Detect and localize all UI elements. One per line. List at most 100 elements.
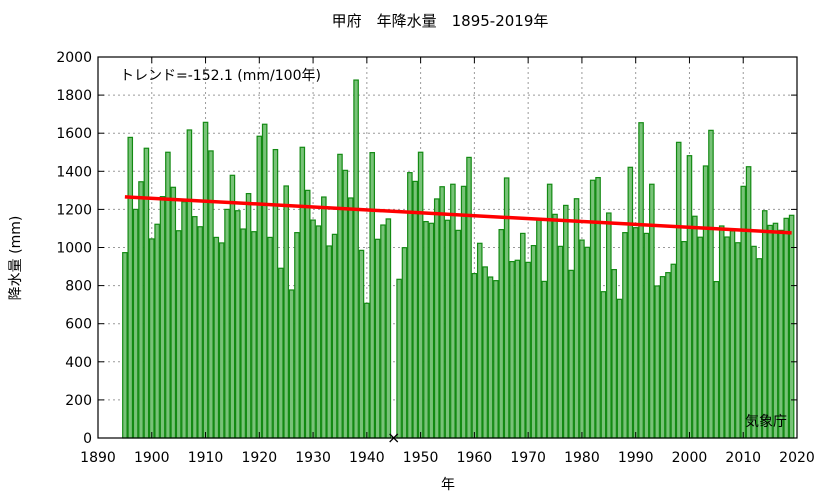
bar-1969: [519, 232, 526, 439]
bar-2018: [783, 217, 790, 439]
bar-1918: [245, 192, 252, 439]
bar-1917: [240, 228, 246, 439]
bar-1995: [659, 276, 666, 439]
bar-1964: [493, 280, 499, 439]
bar-1928: [299, 146, 306, 439]
bar-1988: [622, 232, 628, 439]
y-tick-label: 0: [83, 431, 92, 447]
bar-1930: [310, 219, 316, 439]
x-tick-label: 1950: [403, 450, 439, 466]
y-tick-label: 400: [65, 355, 92, 371]
x-tick-label: 1990: [618, 450, 654, 466]
bar-2016: [772, 222, 779, 439]
bar-1993: [649, 183, 655, 439]
bar-1975: [552, 213, 558, 439]
bar-1927: [294, 232, 300, 439]
bar-1947: [401, 247, 408, 439]
trend-line: [124, 195, 792, 235]
bar-1973: [541, 280, 548, 439]
y-axis-label: 降水量 (mm): [8, 216, 24, 301]
bar-1913: [218, 242, 225, 439]
y-tick-label: 1000: [56, 241, 92, 257]
bar-1915: [229, 174, 236, 439]
bar-1976: [557, 245, 564, 439]
bar-1942: [374, 238, 381, 439]
bar-1974: [546, 183, 553, 439]
plot-frame: [97, 56, 798, 439]
bar-1911: [208, 150, 214, 439]
bar-1949: [412, 180, 419, 439]
bar-2001: [692, 215, 698, 439]
bar-1939: [358, 249, 365, 439]
bar-1923: [272, 148, 279, 439]
x-tick-label: 1930: [295, 450, 331, 466]
bar-1907: [186, 129, 193, 439]
bar-1902: [159, 196, 166, 439]
bar-1914: [224, 208, 230, 439]
bar-1972: [536, 217, 542, 439]
bar-1960: [471, 272, 478, 439]
bar-1950: [417, 151, 424, 439]
bar-1965: [498, 228, 505, 439]
bar-1903: [165, 151, 171, 439]
bar-1982: [589, 179, 596, 439]
bar-1924: [278, 267, 284, 439]
x-tick-label: 1980: [564, 450, 600, 466]
x-tick-label: 1890: [80, 450, 116, 466]
bar-2019: [788, 214, 795, 439]
y-tick-label: 800: [65, 279, 92, 295]
bar-2017: [778, 229, 784, 439]
bar-1986: [611, 268, 617, 439]
bar-2012: [751, 245, 757, 439]
bar-1919: [251, 231, 257, 439]
bar-2003: [702, 165, 709, 439]
bar-1968: [514, 259, 521, 439]
bar-1921: [261, 123, 268, 439]
y-tick-label: 1400: [56, 164, 92, 180]
bar-1979: [573, 198, 580, 439]
bar-1967: [509, 260, 515, 439]
bar-1951: [423, 220, 429, 439]
bar-1970: [525, 261, 531, 439]
axis-ticks: 0 200 400 600 800 1000 1200 1400 1600 1800 2000 189…: [56, 50, 814, 466]
x-tick-label: 1970: [510, 450, 546, 466]
bar-1962: [482, 266, 488, 439]
bar-1946: [396, 278, 402, 439]
trend-annotation: トレンド=-152.1 (mm/100年): [120, 68, 321, 84]
bar-1905: [175, 230, 182, 439]
bar-2000: [686, 155, 693, 439]
bar-1994: [654, 285, 660, 439]
bar-1925: [283, 185, 289, 439]
bar-2011: [745, 166, 752, 439]
bar-1961: [476, 242, 483, 439]
bar-1929: [304, 189, 311, 439]
bars: ×: [122, 79, 795, 447]
bar-1944: [385, 218, 392, 439]
bar-1908: [191, 216, 198, 439]
bar-1959: [466, 156, 472, 439]
bar-1952: [428, 222, 435, 439]
bar-1955: [444, 219, 451, 439]
bar-2010: [740, 185, 747, 439]
bar-2014: [761, 210, 768, 439]
chart-title: 甲府 年降水量 1895-2019年: [332, 12, 549, 30]
y-tick-label: 1600: [56, 126, 92, 142]
x-tick-label: 1960: [457, 450, 493, 466]
bar-1937: [347, 197, 354, 439]
bar-1899: [143, 147, 150, 439]
bar-1940: [364, 302, 370, 439]
y-tick-label: 600: [65, 317, 92, 333]
bar-1901: [154, 223, 160, 439]
bar-1983: [595, 176, 601, 439]
bar-1953: [433, 198, 440, 439]
bar-1985: [606, 212, 612, 439]
bar-1897: [132, 208, 139, 439]
bar-1916: [235, 210, 241, 439]
bar-1938: [353, 79, 359, 439]
bar-1898: [138, 181, 144, 439]
x-tick-label: 2020: [779, 450, 815, 466]
bar-1904: [170, 186, 177, 439]
y-tick-label: 2000: [56, 50, 92, 66]
x-tick-label: 2000: [672, 450, 708, 466]
